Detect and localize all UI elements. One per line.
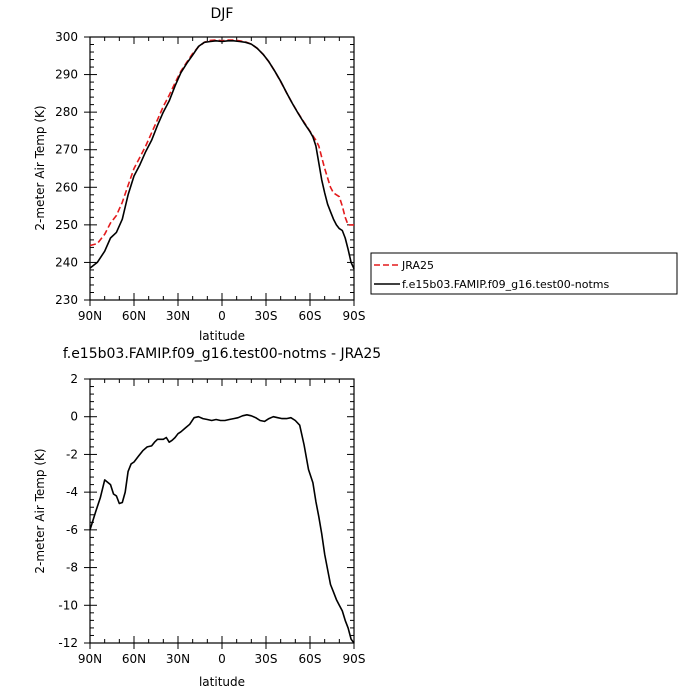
bottom-y-tick-label: 0 <box>70 410 78 424</box>
top-legend: JRA25 f.e15b03.FAMIP.f09_g16.test00-notm… <box>370 252 678 295</box>
top-x-tick-label: 90S <box>343 309 366 323</box>
top-series-line-1 <box>89 40 355 270</box>
bottom-y-ticks: -12 -10 -8 -6 -4 -2 0 2 <box>58 372 354 650</box>
bottom-y-tick-label: 2 <box>70 372 78 386</box>
bottom-y-axis-label: 2-meter Air Temp (K) <box>33 448 47 573</box>
top-y-tick-label: 270 <box>55 143 78 157</box>
bottom-x-tick-label: 60N <box>122 652 146 666</box>
bottom-series-lines <box>89 414 355 644</box>
top-chart: DJF 230 240 250 260 270 280 290 300 90N 60N 30N 0 3… <box>33 6 678 343</box>
bottom-x-ticks: 90N 60N 30N 0 30S 60S 90S <box>78 379 366 666</box>
bottom-x-tick-label: 90N <box>78 652 102 666</box>
top-y-tick-label: 250 <box>55 218 78 232</box>
bottom-x-axis-label: latitude <box>199 675 245 689</box>
bottom-y-tick-label: -6 <box>66 523 78 537</box>
bottom-chart-title: f.e15b03.FAMIP.f09_g16.test00-notms - JR… <box>63 346 381 362</box>
bottom-x-tick-label: 90S <box>343 652 366 666</box>
top-x-tick-label: 0 <box>218 309 226 323</box>
bottom-x-tick-label: 30N <box>166 652 190 666</box>
bottom-chart: f.e15b03.FAMIP.f09_g16.test00-notms - JR… <box>33 346 381 689</box>
top-x-tick-label: 60S <box>299 309 322 323</box>
bottom-x-tick-label: 30S <box>255 652 278 666</box>
top-x-tick-label: 90N <box>78 309 102 323</box>
bottom-y-tick-label: -12 <box>58 636 78 650</box>
bottom-series-line-0 <box>89 414 355 644</box>
bottom-y-tick-label: -2 <box>66 447 78 461</box>
top-chart-title: DJF <box>211 6 234 22</box>
legend-label-model: f.e15b03.FAMIP.f09_g16.test00-notms <box>402 278 609 291</box>
top-y-ticks: 230 240 250 260 270 280 290 300 <box>55 30 354 307</box>
top-y-tick-label: 260 <box>55 180 78 194</box>
top-y-axis-label: 2-meter Air Temp (K) <box>33 105 47 230</box>
top-x-tick-label: 30N <box>166 309 190 323</box>
top-y-tick-label: 230 <box>55 293 78 307</box>
bottom-y-tick-label: -4 <box>66 485 78 499</box>
top-plot-frame <box>89 36 355 301</box>
top-x-axis-label: latitude <box>199 329 245 343</box>
top-series-lines <box>89 39 355 270</box>
bottom-x-tick-label: 0 <box>218 652 226 666</box>
legend-box <box>370 252 678 295</box>
top-y-tick-label: 290 <box>55 68 78 82</box>
top-y-tick-label: 280 <box>55 105 78 119</box>
top-x-tick-label: 60N <box>122 309 146 323</box>
bottom-y-tick-label: -10 <box>58 598 78 612</box>
legend-label-jra25: JRA25 <box>401 259 434 272</box>
top-x-ticks: 90N 60N 30N 0 30S 60S 90S <box>78 37 366 323</box>
bottom-y-tick-label: -8 <box>66 561 78 575</box>
bottom-plot-frame <box>89 378 355 644</box>
top-y-tick-label: 300 <box>55 30 78 44</box>
top-y-tick-label: 240 <box>55 255 78 269</box>
bottom-x-tick-label: 60S <box>299 652 322 666</box>
top-x-tick-label: 30S <box>255 309 278 323</box>
